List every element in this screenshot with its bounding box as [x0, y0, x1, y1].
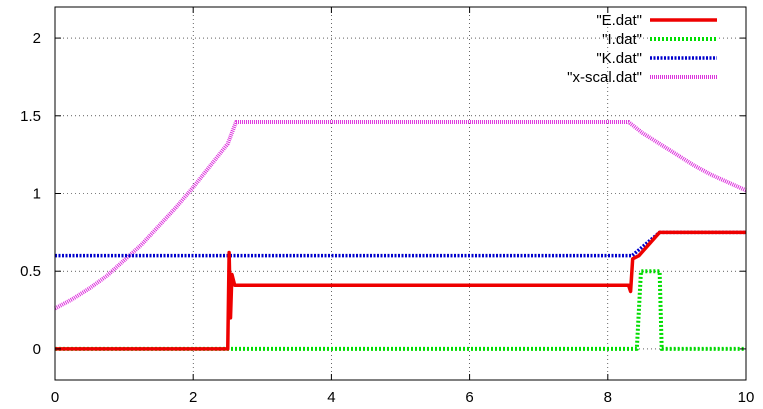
- x-tick-label: 0: [51, 389, 59, 406]
- y-tick-label: 1.5: [20, 108, 41, 125]
- y-tick-label: 2: [33, 30, 41, 47]
- axis-ticks: 0 2 4 6 8 10 0 0.5 1 1.5 2: [20, 7, 754, 406]
- series-line-3: [54, 120, 747, 311]
- x-tick-label: 10: [738, 389, 755, 406]
- x-tick-label: 2: [189, 389, 197, 406]
- x-tick-label: 6: [465, 389, 473, 406]
- series-line-1: [55, 269, 746, 351]
- legend-label: "E.dat": [596, 12, 642, 29]
- plot-series: [54, 120, 747, 351]
- legend-label: "K.dat": [596, 50, 642, 67]
- legend: "E.dat" "I.dat" "K.dat" "x-scal.dat": [567, 12, 717, 86]
- legend-label: "I.dat": [602, 31, 642, 48]
- series-line-0: [55, 230, 746, 351]
- x-tick-label: 4: [327, 389, 335, 406]
- y-tick-label: 1: [33, 186, 41, 203]
- x-tick-label: 8: [604, 389, 612, 406]
- grid-lines: [55, 7, 746, 380]
- y-tick-label: 0: [33, 341, 41, 358]
- y-tick-label: 0.5: [20, 263, 41, 280]
- plot-frame: [54, 6, 747, 381]
- legend-label: "x-scal.dat": [567, 69, 642, 86]
